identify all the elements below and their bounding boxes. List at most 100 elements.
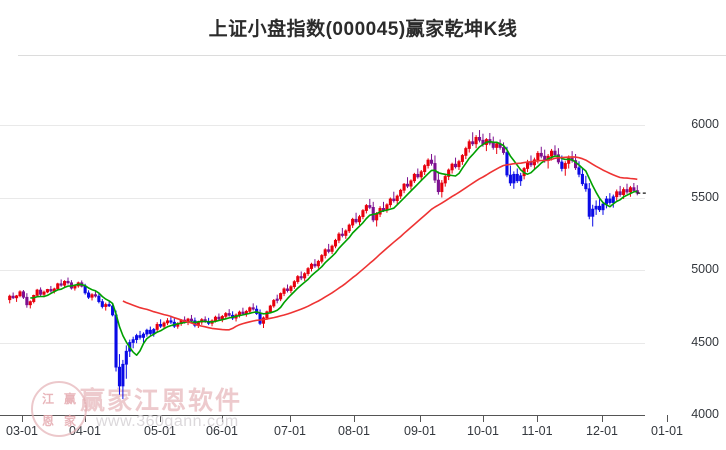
candle-body [344,230,348,236]
candle-body [491,142,495,148]
candle-body [436,179,440,193]
candle-body [392,198,396,202]
candle-body [453,163,458,168]
candle-body [460,155,464,162]
x-axis-tick-label: 10-01 [467,424,499,438]
gridline [0,125,645,126]
x-axis-line [0,415,645,416]
candle-body [279,293,283,300]
candle-body [426,159,430,166]
candle-body [56,283,60,290]
candle-body [412,173,416,182]
candle-body [351,218,355,226]
gridline [0,197,645,199]
x-axis-tick [222,415,223,422]
y-axis-tick-label: 6000 [691,117,719,131]
candle-body [457,161,461,168]
ma-long-line [122,156,638,331]
candle-body [268,305,272,313]
candle-body [598,205,602,211]
candle-body [601,203,605,211]
candle-body [169,320,173,323]
candle-body [567,158,571,164]
candle-body [409,180,413,187]
gridline [0,270,645,271]
candle-body [402,183,406,191]
candle-body [405,183,410,187]
candle-body [258,313,262,324]
candle-body [505,152,509,176]
gridline [0,342,645,344]
candle-body [560,161,564,169]
candle-body [18,291,22,297]
x-axis-tick [537,415,538,422]
y-axis-tick-label: 5000 [691,262,719,276]
candle-body [303,273,307,279]
candle-body [25,296,29,306]
candle-body [467,141,471,149]
candle-body [477,136,482,141]
candle-body [388,198,392,206]
candle-body [464,148,468,156]
candle-body [347,224,351,232]
candle-body [299,276,303,279]
candle-body [124,350,128,365]
candle-body [333,239,338,247]
candle-body [117,366,122,387]
candle-body [474,136,478,145]
candle-body [42,291,46,295]
x-axis-tick [160,415,161,422]
candle-body [416,173,420,178]
x-axis-tick [354,415,355,422]
candle-body [628,187,632,193]
x-axis-tick [290,415,291,422]
candle-body [399,189,403,197]
candle-body [227,313,231,316]
y-axis-tick-label: 4000 [691,407,719,421]
x-axis-tick-label: 06-01 [206,424,238,438]
candle-body [440,182,444,193]
candle-body [104,304,108,307]
candle-body [423,165,427,173]
candle-body [251,307,255,310]
y-axis-tick-label: 5500 [691,189,719,204]
candle-body [285,288,290,291]
x-axis-tick [420,415,421,422]
candle-body [282,288,286,294]
candle-body [107,304,111,307]
candle-body [83,285,87,294]
candle-body [248,307,252,312]
candle-body [580,173,584,185]
candle-body [608,198,612,203]
candle-body [49,289,53,292]
candle-body [100,301,104,307]
candle-body [224,313,228,317]
candle-body [148,329,152,334]
candle-body [443,176,447,184]
candle-body [309,263,314,269]
candle-body [591,208,595,217]
candle-body [145,329,149,335]
candle-body [289,286,293,291]
x-axis-tick-label: 09-01 [404,424,436,438]
candle-body [515,173,519,182]
x-axis-tick-label: 07-01 [274,424,306,438]
candle-body [625,189,629,193]
candle-body [213,316,218,322]
candle-body [563,163,567,169]
candle-body [419,171,423,178]
candle-body [241,311,245,315]
candle-body [340,233,344,236]
candle-body [135,335,139,340]
x-axis-tick-label: 03-01 [6,424,38,438]
plot-top-border [18,55,726,56]
candle-body [587,188,591,217]
candle-body [141,333,146,338]
candle-body [632,187,636,191]
candle-body [337,233,341,241]
candle-body [138,335,142,338]
candle-body [604,198,608,205]
x-axis-tick-label: 08-01 [338,424,370,438]
